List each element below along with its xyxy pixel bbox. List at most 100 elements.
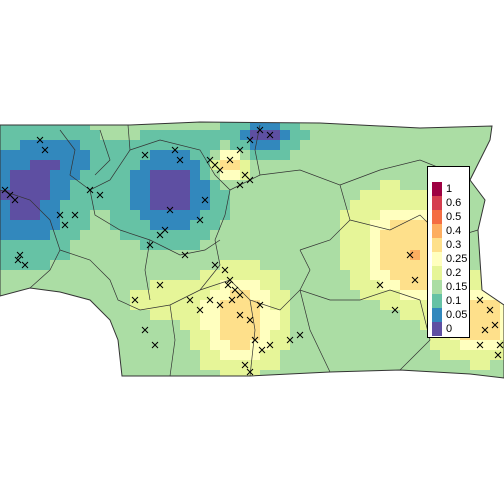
raster-cell <box>320 290 330 300</box>
raster-cell <box>500 160 504 170</box>
raster-cell <box>470 280 480 290</box>
raster-cell <box>340 260 350 270</box>
raster-cell <box>210 130 220 140</box>
sample-marker <box>14 256 22 264</box>
raster-cell <box>310 340 320 350</box>
sample-marker <box>221 266 229 274</box>
raster-cell <box>0 350 10 360</box>
raster-cell <box>310 330 320 340</box>
raster-cell <box>390 310 400 320</box>
raster-cell <box>470 250 480 260</box>
raster-cell <box>470 300 480 310</box>
raster-cell <box>190 260 200 270</box>
raster-cell <box>180 230 190 240</box>
raster-cell <box>250 122 260 130</box>
raster-cell <box>290 350 300 360</box>
raster-cell <box>120 210 130 220</box>
raster-cell <box>140 350 150 360</box>
raster-cell <box>320 310 330 320</box>
raster-cell <box>120 290 130 300</box>
raster-cell <box>170 240 180 250</box>
raster-cell <box>250 360 260 370</box>
raster-cell <box>350 360 360 370</box>
raster-cell <box>20 290 30 300</box>
raster-cell <box>190 370 200 378</box>
raster-cell <box>340 270 350 280</box>
raster-cell <box>0 240 10 250</box>
raster-cell <box>500 170 504 180</box>
raster-cell <box>500 130 504 140</box>
raster-cell <box>250 340 260 350</box>
sample-marker <box>206 296 214 304</box>
raster-cell <box>280 200 290 210</box>
raster-cell <box>400 250 410 260</box>
raster-cell <box>250 290 260 300</box>
raster-cell <box>360 340 370 350</box>
raster-cell <box>330 200 340 210</box>
raster-cell <box>70 340 80 350</box>
sample-marker <box>216 301 224 309</box>
raster-cell <box>60 260 70 270</box>
raster-cell <box>330 150 340 160</box>
raster-cell <box>230 240 240 250</box>
raster-cell <box>80 130 90 140</box>
raster-cell <box>50 210 60 220</box>
raster-cell <box>260 370 270 378</box>
raster-cell <box>360 360 370 370</box>
raster-cell <box>350 300 360 310</box>
raster-cell <box>320 220 330 230</box>
raster-cell <box>320 270 330 280</box>
raster-cell <box>390 240 400 250</box>
raster-cell <box>250 280 260 290</box>
raster-cell <box>190 240 200 250</box>
raster-cell <box>160 360 170 370</box>
raster-cell <box>340 300 350 310</box>
raster-cell <box>230 130 240 140</box>
raster-cell <box>210 360 220 370</box>
raster-cell <box>350 310 360 320</box>
raster-cell <box>440 130 450 140</box>
raster-cell <box>310 190 320 200</box>
raster-cell <box>60 150 70 160</box>
raster-cell <box>490 230 500 240</box>
raster-cell <box>10 270 20 280</box>
raster-cell <box>390 220 400 230</box>
raster-cell <box>500 340 504 350</box>
raster-cell <box>0 370 10 378</box>
raster-cell <box>350 170 360 180</box>
raster-cell <box>0 260 10 270</box>
raster-cell <box>160 280 170 290</box>
raster-cell <box>120 270 130 280</box>
raster-cell <box>130 190 140 200</box>
raster-cell <box>400 180 410 190</box>
raster-cell <box>130 160 140 170</box>
raster-cell <box>420 170 430 180</box>
raster-cell <box>460 360 470 370</box>
raster-cell <box>180 150 190 160</box>
raster-cell <box>20 320 30 330</box>
raster-cell <box>170 260 180 270</box>
raster-cell <box>240 310 250 320</box>
raster-cell <box>330 290 340 300</box>
raster-cell <box>130 220 140 230</box>
raster-cell <box>370 360 380 370</box>
raster-cell <box>190 170 200 180</box>
raster-cell <box>180 290 190 300</box>
raster-cell <box>40 170 50 180</box>
raster-cell <box>350 230 360 240</box>
raster-cell <box>130 250 140 260</box>
raster-cell <box>390 350 400 360</box>
raster-cell <box>420 260 430 270</box>
sample-marker <box>476 296 484 304</box>
raster-cell <box>40 300 50 310</box>
raster-cell <box>360 250 370 260</box>
raster-cell <box>190 300 200 310</box>
raster-cell <box>10 250 20 260</box>
raster-cell <box>160 190 170 200</box>
raster-cell <box>260 280 270 290</box>
raster-cell <box>50 340 60 350</box>
sample-marker <box>226 156 234 164</box>
sample-marker <box>86 186 94 194</box>
raster-cell <box>140 290 150 300</box>
raster-cell <box>250 250 260 260</box>
